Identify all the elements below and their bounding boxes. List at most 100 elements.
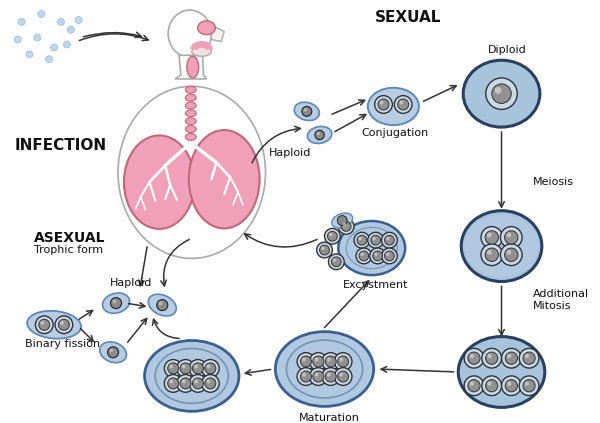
- Circle shape: [182, 365, 185, 368]
- Polygon shape: [175, 55, 206, 79]
- Circle shape: [58, 19, 64, 25]
- Circle shape: [372, 237, 376, 240]
- Circle shape: [468, 379, 480, 392]
- Circle shape: [325, 228, 340, 244]
- Ellipse shape: [100, 342, 127, 363]
- Circle shape: [374, 253, 377, 256]
- Circle shape: [189, 375, 207, 392]
- Circle shape: [481, 244, 503, 266]
- Circle shape: [502, 349, 521, 368]
- Circle shape: [470, 382, 474, 386]
- Text: INFECTION: INFECTION: [15, 138, 107, 153]
- Circle shape: [485, 248, 499, 261]
- Circle shape: [313, 371, 324, 382]
- Circle shape: [302, 373, 306, 376]
- Circle shape: [26, 51, 33, 58]
- Circle shape: [492, 84, 511, 103]
- Circle shape: [169, 379, 173, 383]
- Circle shape: [487, 382, 491, 386]
- Ellipse shape: [338, 221, 405, 275]
- Circle shape: [386, 237, 389, 240]
- Circle shape: [333, 258, 337, 262]
- Circle shape: [205, 378, 216, 389]
- Circle shape: [321, 247, 325, 250]
- Circle shape: [314, 373, 319, 376]
- Circle shape: [485, 379, 498, 392]
- Circle shape: [169, 365, 173, 368]
- Ellipse shape: [368, 88, 419, 125]
- Circle shape: [327, 373, 331, 376]
- Circle shape: [107, 347, 119, 358]
- Circle shape: [368, 232, 383, 248]
- Text: ASEXUAL: ASEXUAL: [34, 231, 106, 245]
- Circle shape: [310, 368, 327, 385]
- Circle shape: [317, 242, 332, 258]
- Ellipse shape: [187, 56, 199, 78]
- Circle shape: [202, 360, 219, 377]
- Ellipse shape: [464, 214, 539, 277]
- Circle shape: [525, 382, 529, 386]
- Circle shape: [164, 375, 182, 392]
- Circle shape: [58, 319, 70, 330]
- Circle shape: [206, 379, 211, 383]
- Text: SEXUAL: SEXUAL: [375, 11, 441, 25]
- Polygon shape: [211, 25, 224, 41]
- Circle shape: [394, 96, 412, 113]
- Circle shape: [177, 375, 194, 392]
- Ellipse shape: [463, 60, 540, 127]
- Circle shape: [339, 373, 343, 376]
- Circle shape: [325, 356, 336, 367]
- Circle shape: [382, 232, 397, 248]
- Circle shape: [206, 365, 211, 368]
- Circle shape: [523, 379, 535, 392]
- Circle shape: [38, 11, 45, 17]
- Circle shape: [485, 231, 499, 244]
- Text: Additional
Mitosis: Additional Mitosis: [533, 289, 589, 311]
- Circle shape: [358, 237, 362, 240]
- Circle shape: [378, 99, 389, 110]
- Circle shape: [331, 257, 341, 267]
- Circle shape: [338, 371, 349, 382]
- Circle shape: [505, 231, 518, 244]
- Circle shape: [180, 363, 191, 374]
- Circle shape: [297, 353, 315, 371]
- Circle shape: [337, 216, 347, 225]
- Circle shape: [373, 251, 383, 261]
- Circle shape: [382, 248, 397, 264]
- Circle shape: [398, 99, 409, 110]
- Circle shape: [370, 248, 385, 264]
- Text: Meiosis: Meiosis: [533, 177, 574, 187]
- Ellipse shape: [124, 135, 195, 229]
- Circle shape: [164, 360, 182, 377]
- Circle shape: [112, 299, 116, 303]
- Circle shape: [338, 356, 349, 367]
- Circle shape: [385, 251, 394, 261]
- Circle shape: [193, 378, 203, 389]
- Circle shape: [39, 319, 50, 330]
- Circle shape: [157, 299, 168, 310]
- Ellipse shape: [307, 126, 332, 143]
- Circle shape: [482, 349, 502, 368]
- Circle shape: [194, 379, 198, 383]
- Circle shape: [357, 235, 367, 245]
- Ellipse shape: [275, 332, 374, 407]
- Circle shape: [334, 368, 352, 385]
- Text: Diploid: Diploid: [488, 45, 527, 55]
- Ellipse shape: [185, 110, 196, 117]
- Ellipse shape: [461, 211, 542, 281]
- Circle shape: [177, 360, 194, 377]
- Circle shape: [189, 360, 207, 377]
- Circle shape: [481, 227, 503, 248]
- Circle shape: [18, 19, 25, 25]
- Circle shape: [322, 368, 340, 385]
- Circle shape: [34, 34, 41, 41]
- Circle shape: [338, 219, 354, 234]
- Circle shape: [487, 250, 492, 255]
- Ellipse shape: [27, 311, 81, 339]
- Circle shape: [314, 357, 319, 362]
- Circle shape: [502, 376, 521, 396]
- Circle shape: [60, 321, 64, 325]
- Text: Binary fission: Binary fission: [25, 339, 100, 349]
- Circle shape: [110, 298, 122, 309]
- Circle shape: [385, 235, 394, 245]
